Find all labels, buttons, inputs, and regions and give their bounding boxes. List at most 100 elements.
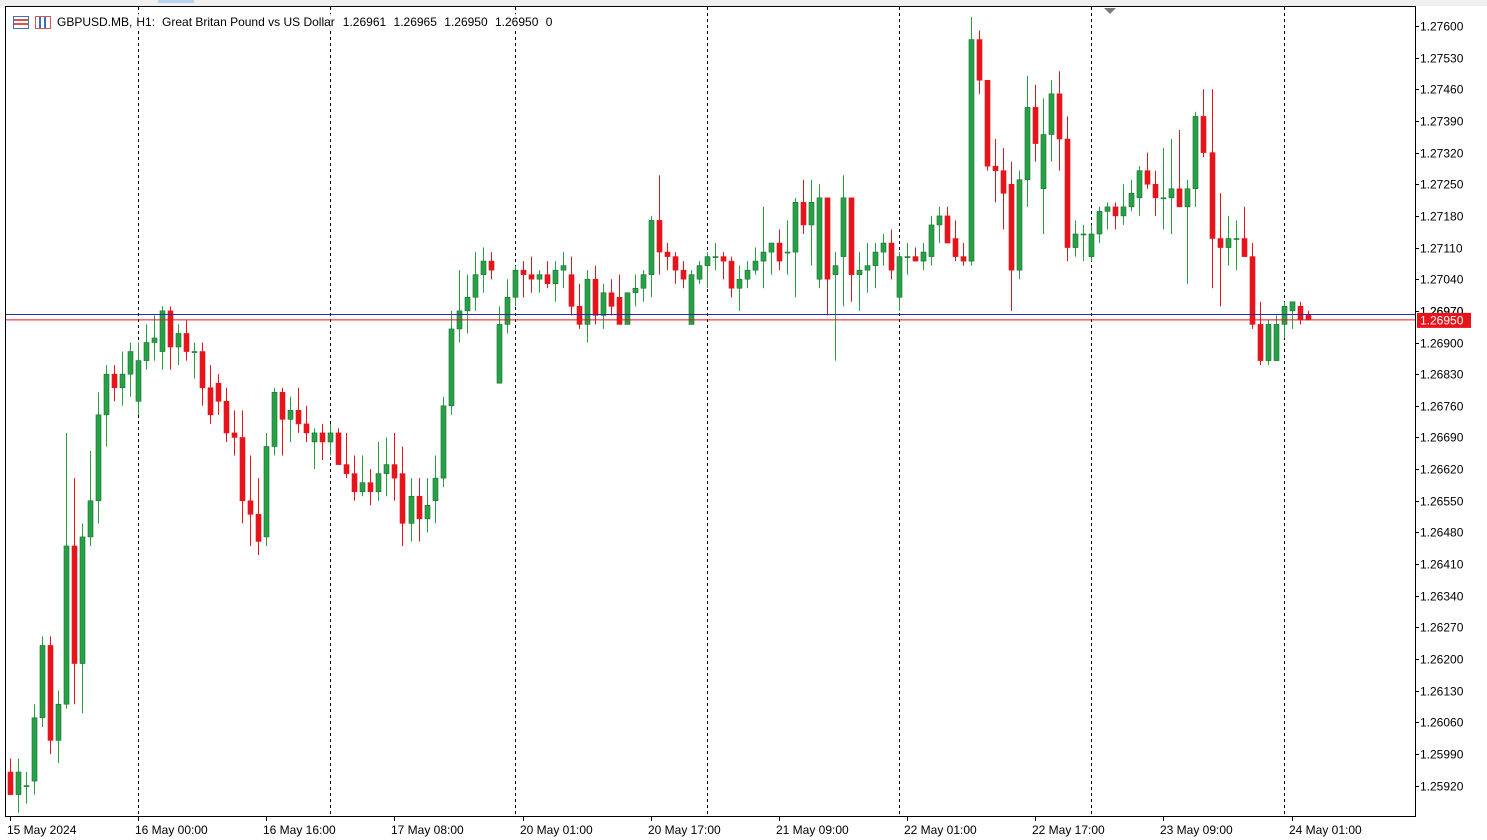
chart-header: GBPUSD.MB, H1: Great Britan Pound vs US …	[13, 14, 557, 30]
candle-14	[119, 351, 126, 406]
candle-body	[1257, 324, 1264, 361]
candle-85	[688, 270, 695, 325]
candle-body	[1241, 238, 1248, 257]
candle-body	[736, 278, 743, 289]
candle-body	[1000, 170, 1007, 194]
candle-body	[375, 473, 382, 493]
candle-body	[600, 292, 607, 316]
candle-156	[1257, 301, 1264, 366]
candle-79	[640, 270, 647, 302]
candle-body	[984, 79, 991, 167]
candle-body	[992, 165, 999, 171]
candle-118	[952, 220, 959, 262]
top-tab-strip	[0, 0, 1487, 6]
candle-body	[1104, 206, 1111, 212]
y-tick-label: 1.26270	[1420, 621, 1464, 635]
candle-body	[23, 785, 30, 787]
candle-body	[167, 310, 174, 348]
candle-body	[311, 432, 318, 443]
chart-type-icon[interactable]	[35, 15, 51, 29]
candle-46	[375, 441, 382, 501]
candle-129	[1040, 98, 1047, 234]
candle-60	[488, 252, 495, 280]
candle-body	[1233, 238, 1240, 240]
candle-130	[1048, 80, 1055, 162]
candle-body	[1048, 93, 1055, 135]
candle-body	[1056, 93, 1063, 140]
active-tab-marker[interactable]	[158, 0, 194, 3]
x-tick-label: 22 May 17:00	[1032, 823, 1105, 837]
candle-body	[728, 260, 735, 289]
candle-110	[888, 229, 895, 280]
candle-51	[416, 478, 423, 542]
candle-body	[343, 464, 350, 474]
candle-body	[464, 296, 471, 312]
candle-96	[776, 229, 783, 271]
y-tick-label: 1.26340	[1420, 590, 1464, 604]
candle-39	[319, 423, 326, 461]
timeframe-label: H1:	[136, 15, 156, 29]
candle-body	[1160, 197, 1167, 200]
candle-body	[263, 446, 270, 538]
y-tick-label: 1.25990	[1420, 748, 1464, 762]
candle-body	[816, 197, 823, 280]
candle-62	[504, 279, 511, 334]
candle-body	[952, 238, 959, 257]
candle-body	[912, 256, 919, 262]
chart-markers	[1104, 8, 1116, 14]
candle-50	[408, 478, 415, 542]
candle-35	[287, 396, 294, 442]
candle-body	[127, 351, 134, 375]
candle-body	[207, 387, 214, 416]
candle-86	[696, 261, 703, 284]
candle-111	[896, 252, 903, 311]
candle-47	[383, 437, 390, 497]
y-tick-label: 1.26900	[1420, 337, 1464, 351]
candle-99	[800, 179, 807, 234]
candle-body	[47, 645, 54, 741]
candle-body	[1016, 179, 1023, 271]
candle-69	[560, 252, 567, 289]
candle-body	[704, 256, 711, 266]
candle-55	[448, 310, 455, 415]
candle-13	[111, 365, 118, 402]
candle-body	[648, 220, 655, 275]
candle-body	[1305, 315, 1312, 321]
candle-65	[528, 256, 535, 293]
current-price-tag: 1.26950	[1417, 312, 1471, 328]
candle-body	[520, 269, 527, 275]
candle-body	[63, 545, 70, 705]
candle-49	[399, 446, 406, 546]
x-tick-label: 16 May 16:00	[263, 823, 336, 837]
candle-body	[55, 703, 62, 741]
candle-body	[303, 423, 310, 434]
candle-body	[335, 432, 342, 465]
candle-80	[648, 215, 655, 298]
candle-12	[103, 365, 110, 447]
y-tick-label: 1.26200	[1420, 653, 1464, 667]
candle-82	[664, 243, 671, 271]
candle-body	[1209, 152, 1216, 239]
candle-37	[303, 405, 310, 442]
candle-body	[215, 382, 222, 402]
candle-body	[1088, 233, 1095, 257]
candle-body	[383, 464, 390, 474]
candle-77	[624, 292, 631, 325]
candle-76	[616, 274, 623, 325]
candle-body	[1184, 188, 1191, 208]
candle-158	[1273, 315, 1280, 361]
candle-127	[1024, 75, 1031, 207]
candle-body	[624, 292, 631, 325]
candle-75	[608, 279, 615, 316]
candle-body	[944, 215, 951, 244]
candle-28	[231, 410, 238, 456]
candle-161	[1297, 301, 1304, 325]
candle-94	[760, 206, 767, 289]
candle-body	[103, 373, 110, 416]
chart-menu-icon[interactable]	[13, 15, 29, 29]
current-price-tag-bg	[1417, 312, 1471, 328]
candle-body	[119, 373, 126, 389]
candle-body	[568, 274, 575, 307]
candle-59	[480, 247, 487, 293]
